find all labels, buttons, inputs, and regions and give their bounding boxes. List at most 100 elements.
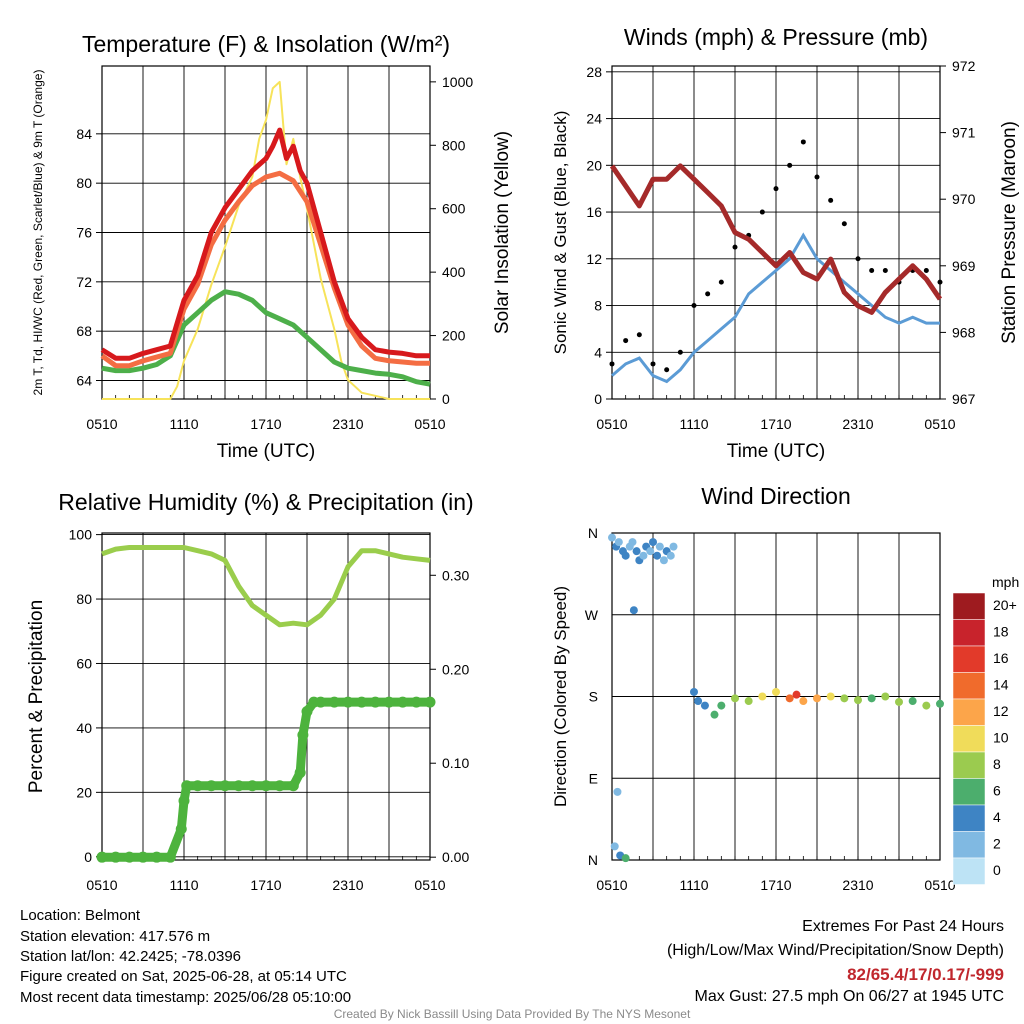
legend-label: 6: [993, 783, 1001, 799]
series-line-insolation: [102, 80, 430, 400]
y-tick-label-right: 1000: [442, 74, 473, 90]
precip-point: [151, 851, 163, 863]
y-tick-label: 40: [76, 720, 92, 736]
gust-point: [650, 361, 656, 367]
gust-point: [609, 361, 615, 367]
precip-point: [297, 729, 309, 741]
gust-point: [882, 267, 888, 273]
credit-text: Created By Nick Bassill Using Data Provi…: [333, 1007, 691, 1021]
direction-point: [694, 697, 703, 706]
precip-point: [383, 696, 395, 708]
direction-point: [629, 606, 638, 615]
precip-point: [137, 851, 149, 863]
x-tick-label: 0510: [596, 877, 627, 893]
y-tick-label-right: 200: [442, 328, 466, 344]
direction-point: [785, 694, 794, 703]
direction-point: [840, 694, 849, 703]
direction-point: [659, 556, 668, 565]
y-tick-label-right: 970: [952, 191, 976, 207]
x-tick-label: 0510: [924, 877, 955, 893]
x-axis-label: Time (UTC): [217, 441, 316, 462]
x-tick-label: 0510: [414, 877, 445, 893]
panel-4: 0510 1110 1710 2310 0510 Wind Direction N E S W N D…: [551, 483, 1019, 893]
y-tick-label-right: 0.30: [442, 567, 469, 583]
direction-point: [813, 694, 821, 703]
y-axis-label: Percent & Precipitation: [26, 600, 47, 793]
y-tick-label: 28: [586, 64, 602, 80]
y-tick-label-right: 969: [952, 258, 976, 274]
y-tick-label: 20: [76, 784, 92, 800]
y-axis-label-right: Station Pressure (Maroon): [999, 121, 1020, 344]
gust-point: [773, 186, 779, 192]
direction-point: [653, 551, 662, 560]
legend-swatch: [952, 804, 986, 832]
direction-point: [632, 547, 641, 556]
precip-point: [192, 780, 204, 792]
panel-title: Wind Direction: [701, 483, 851, 509]
precip-point: [178, 795, 190, 807]
precip-point: [164, 851, 176, 863]
direction-point: [649, 538, 657, 547]
y-category-label: W: [585, 607, 599, 623]
direction-point: [613, 787, 622, 796]
x-tick-label: 0510: [86, 416, 117, 432]
direction-point: [772, 687, 780, 696]
direction-point: [908, 697, 917, 706]
panel-title: Relative Humidity (%) & Precipitation (i…: [58, 489, 473, 515]
precip-point: [369, 696, 381, 708]
precip-point: [315, 696, 327, 708]
direction-point: [614, 538, 623, 547]
precip-point: [181, 780, 193, 792]
y-tick-label: 76: [76, 225, 92, 241]
direction-point: [922, 701, 931, 710]
gust-point: [705, 291, 711, 297]
speed-legend: mph 20+ 18 16 14 12 10 8 6 4 2 0: [952, 574, 1019, 885]
x-tick-label: 2310: [332, 416, 363, 432]
legend-label: 16: [993, 650, 1009, 666]
y-tick-label: 4: [594, 344, 602, 360]
x-tick-label: 1710: [760, 416, 791, 432]
legend-swatch: [952, 592, 986, 620]
legend-label: 2: [993, 836, 1001, 852]
y-tick-label: 84: [76, 126, 92, 142]
y-category-label: S: [589, 689, 598, 705]
direction-point: [799, 697, 808, 706]
gust-point: [732, 244, 738, 250]
y-tick-label-right: 0.00: [442, 849, 469, 865]
y-category-label: N: [588, 525, 598, 541]
panel-title: Winds (mph) & Pressure (mb): [624, 24, 928, 50]
y-tick-label: 100: [69, 527, 93, 543]
x-tick-label: 2310: [842, 877, 873, 893]
gust-point: [800, 139, 806, 145]
x-axis-label: Time (UTC): [727, 441, 826, 462]
precip-point: [294, 767, 306, 779]
y-tick-label: 0: [594, 391, 602, 407]
y-tick-label: 16: [586, 204, 602, 220]
location-text: Location: Belmont: [20, 907, 141, 924]
y-tick-label: 20: [586, 157, 602, 173]
direction-point: [867, 694, 876, 703]
gust-point: [828, 197, 834, 203]
direction-point: [669, 542, 678, 551]
precip-point: [205, 780, 217, 792]
legend-swatch: [952, 857, 986, 885]
gust-point: [923, 267, 929, 273]
series-line-9m-t: [100, 170, 430, 369]
gust-point: [718, 279, 724, 285]
legend-label: 8: [993, 756, 1001, 772]
x-tick-label: 1110: [679, 416, 708, 432]
y-tick-label: 80: [76, 175, 92, 191]
direction-point: [646, 547, 655, 556]
y-tick-label: 72: [76, 274, 92, 290]
y-tick-label-right: 971: [952, 125, 976, 141]
precip-point: [123, 851, 135, 863]
gust-point: [623, 338, 629, 344]
y-category-label: N: [588, 852, 598, 868]
direction-point: [628, 538, 637, 547]
plot-frame: [101, 532, 431, 861]
direction-point: [608, 533, 616, 542]
extremes-title: Extremes For Past 24 Hours: [802, 918, 1004, 935]
direction-point: [639, 551, 648, 560]
direction-point: [621, 551, 630, 560]
direction-point: [826, 692, 835, 701]
